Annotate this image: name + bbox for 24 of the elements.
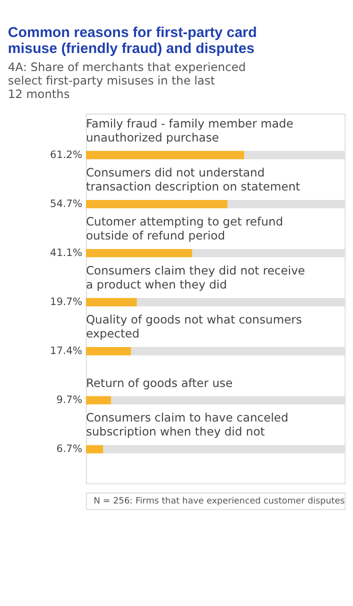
y-tick-label: Consumers claim they did not receive a product when they did xyxy=(86,264,306,292)
data-label: 19.7% xyxy=(50,296,83,308)
data-label: 6.7% xyxy=(56,444,83,456)
data-label: 61.2% xyxy=(50,150,83,161)
bar xyxy=(86,347,131,356)
data-label: 9.7% xyxy=(56,395,83,406)
y-tick-label: Cutomer attempting to get refund outside of refund period xyxy=(86,214,284,242)
bar xyxy=(86,248,192,258)
bar xyxy=(86,396,112,404)
y-tick-label: Consumers did not understand transaction description on statement xyxy=(86,166,301,194)
data-label: 41.1% xyxy=(50,248,83,259)
y-tick-label: Quality of goods not what consumers expected xyxy=(86,312,302,341)
bar xyxy=(86,445,104,454)
data-label: 54.7% xyxy=(50,198,83,210)
bar xyxy=(86,200,228,208)
y-tick-label: Consumers claim to have canceled subscription when they did not xyxy=(86,410,288,439)
bar xyxy=(86,298,137,306)
y-tick-label: Family fraud - family member made unauthorized purchase xyxy=(86,116,294,144)
chart-subtitle: 4A: Share of merchants that experienced select first-party misuses in the last 12 months xyxy=(8,60,246,101)
chart-title: Common reasons for first-party card misuse (friendly fraud) and disputes xyxy=(8,24,257,58)
text: N = 256: Firms that have experienced customer disputes xyxy=(94,496,346,507)
y-tick-label: Return of goods after use xyxy=(86,376,233,390)
bar xyxy=(86,150,244,160)
data-label: 17.4% xyxy=(50,346,83,357)
